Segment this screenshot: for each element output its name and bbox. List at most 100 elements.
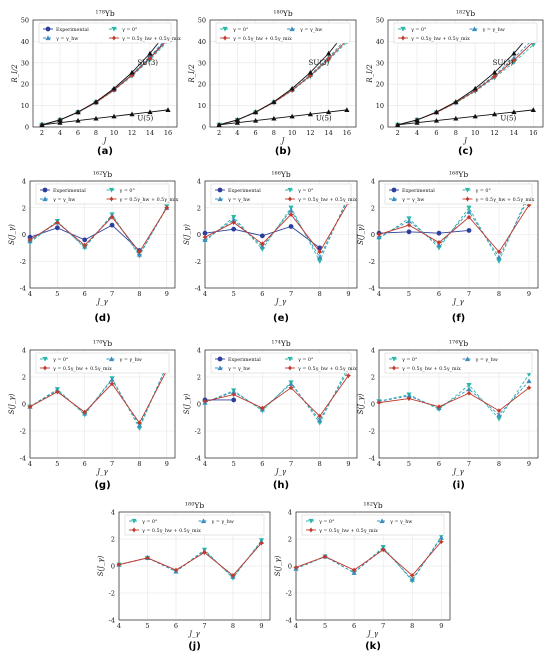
x-axis-label: J [102, 137, 108, 145]
legend: γ = 0° γ = γ_hw γ = 0.5γ_hw + 0.5γ_mix [215, 22, 351, 44]
series-line-exp [378, 230, 470, 234]
y-tick-label: 0 [202, 124, 206, 132]
data-point-mix [293, 564, 299, 570]
series-line-u5 [397, 109, 534, 126]
data-point-u5 [307, 111, 313, 117]
x-axis-label: J_γ [274, 468, 287, 476]
data-point-hw [231, 389, 237, 394]
y-tick-label: -2 [195, 428, 201, 436]
x-tick-label: 2 [396, 129, 400, 137]
data-point-u5 [39, 122, 45, 127]
x-tick-label: 5 [145, 622, 149, 630]
legend-entry: Experimental [228, 188, 261, 194]
legend-marker [42, 365, 48, 371]
y-axis-label: S(J_γ) [8, 224, 16, 245]
legend-marker [400, 35, 406, 41]
y-tick-label: 0 [22, 231, 26, 239]
data-point-exp [54, 225, 60, 231]
legend-entry: γ = 0.5γ_hw + 0.5γ_mix [233, 36, 292, 42]
y-tick-label: -2 [20, 258, 26, 266]
data-point-u5 [216, 122, 222, 127]
data-point-u5 [433, 117, 440, 123]
legend-marker [287, 196, 293, 202]
data-point-u5 [111, 113, 117, 119]
x-tick-label: 8 [137, 290, 141, 298]
x-tick-label: 6 [254, 129, 258, 137]
data-point-mix [54, 219, 60, 226]
data-point-hw [526, 378, 532, 384]
data-point-mix [472, 88, 478, 94]
legend-marker [111, 26, 117, 32]
data-point-zero [526, 372, 532, 377]
data-point-mix [201, 549, 208, 556]
data-point-mix [54, 389, 60, 395]
x-tick-label: 9 [439, 622, 443, 630]
data-point-mix [109, 381, 115, 387]
y-tick-label: 4 [111, 509, 115, 517]
data-point-mix [27, 404, 33, 410]
annotation-label: U(5) [500, 115, 516, 123]
chart-title: 182Yb [363, 501, 382, 510]
y-tick-label: 20 [376, 81, 384, 89]
y-tick-label: -2 [109, 590, 115, 598]
x-tick-label: 7 [289, 290, 293, 298]
y-axis-label: R_I/2 [366, 64, 374, 84]
y-tick-label: 4 [22, 347, 26, 355]
data-point-hw [288, 381, 294, 386]
data-point-mix [231, 391, 237, 398]
data-point-exp [82, 237, 88, 243]
legend: γ = 0° γ = γ_hw γ = 0.5γ_hw + 0.5γ_mix [384, 352, 533, 374]
y-tick-label: 4 [197, 347, 201, 355]
data-point-u5 [289, 113, 295, 119]
y-tick-label: 2 [22, 204, 26, 212]
data-point-mix [438, 539, 444, 545]
legend-marker [464, 196, 471, 202]
x-tick-label: 9 [346, 290, 350, 298]
series-line-mix [204, 375, 349, 417]
chart-panel-2: 0 10 20 30 40 50 2 4 6 8 10 12 14 16 180Yb J R_I/2 SU(3) U… [188, 9, 357, 145]
x-tick-label: 4 [28, 290, 32, 298]
data-point-u5 [491, 111, 498, 117]
legend-entry: Experimental [402, 188, 435, 194]
legend-box [210, 183, 352, 205]
legend-entry: γ = 0° [142, 519, 157, 525]
data-point-zero [530, 42, 536, 48]
x-tick-label: 14 [510, 129, 518, 137]
legend-marker [391, 365, 397, 371]
legend-marker [379, 518, 385, 524]
data-point-mix [231, 219, 237, 226]
legend-entry: γ = γ_hw [228, 366, 251, 372]
series-line-hw [378, 380, 530, 416]
data-point-top [234, 117, 240, 123]
y-tick-label: 2 [111, 536, 115, 544]
chart-title: 180Yb [273, 9, 292, 18]
legend-box [301, 514, 445, 536]
chart-title: 166Yb [271, 170, 290, 179]
x-tick-label: 5 [55, 290, 59, 298]
x-tick-label: 10 [471, 129, 479, 137]
panel-caption: (k) [365, 641, 381, 652]
legend-marker [131, 527, 137, 533]
x-tick-label: 10 [110, 129, 118, 137]
x-tick-label: 8 [454, 129, 458, 137]
legend-entry: Experimental [53, 188, 86, 194]
legend-marker [108, 196, 115, 202]
x-tick-label: 16 [343, 129, 351, 137]
legend-marker [42, 356, 48, 362]
x-axis-label: J [462, 137, 468, 145]
legend-entry: γ = 0° [120, 188, 135, 194]
legend-marker [217, 365, 223, 371]
legend-marker [42, 187, 48, 193]
y-tick-label: 50 [21, 17, 29, 25]
x-tick-label: 5 [407, 460, 411, 468]
data-point-mix [288, 385, 294, 391]
x-tick-label: 8 [318, 290, 322, 298]
y-tick-label: -4 [286, 617, 292, 625]
x-tick-label: 12 [306, 129, 314, 137]
x-tick-label: 5 [407, 290, 411, 298]
data-point-mix [147, 55, 153, 61]
data-point-mix [82, 242, 88, 248]
data-point-mix [466, 390, 472, 396]
y-axis-label: R_I/2 [188, 64, 196, 84]
